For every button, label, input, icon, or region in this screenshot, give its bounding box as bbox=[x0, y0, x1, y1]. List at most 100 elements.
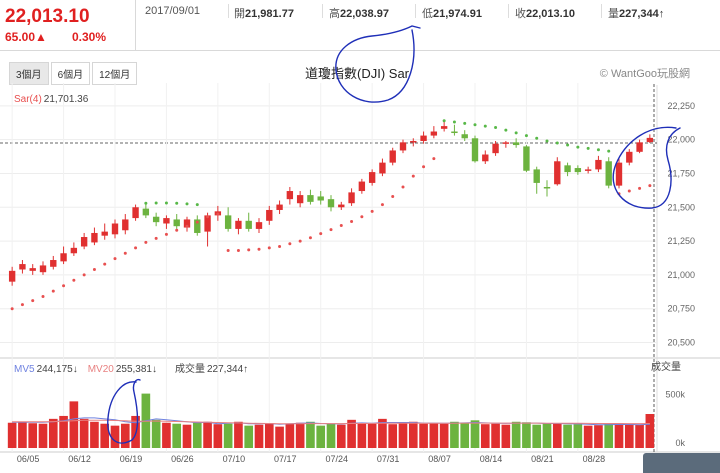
price-tick-label: 20,500 bbox=[667, 338, 695, 348]
volume-bar bbox=[398, 422, 408, 448]
volume-bar bbox=[306, 421, 315, 448]
hand-circle-volume-spike bbox=[107, 378, 141, 444]
volume-bar bbox=[172, 423, 182, 448]
candle-body bbox=[440, 126, 448, 129]
vol-legend-label: 成交量 bbox=[175, 362, 205, 375]
volume-bar bbox=[285, 423, 295, 448]
sar-dot bbox=[360, 215, 364, 219]
candle-body bbox=[636, 142, 643, 152]
mv5-label: MV5 bbox=[14, 364, 35, 375]
volume-bar bbox=[480, 424, 490, 448]
candle-body bbox=[19, 264, 26, 270]
sar-dot bbox=[596, 148, 600, 152]
low-stat: 低21,974.91 bbox=[422, 5, 482, 21]
volume-bar bbox=[367, 423, 377, 448]
scroll-control[interactable] bbox=[643, 453, 720, 473]
volume-label: 量 bbox=[608, 8, 619, 20]
candle-body bbox=[615, 162, 623, 186]
sar-dot bbox=[463, 121, 467, 125]
candle-body bbox=[399, 142, 407, 151]
candle-body bbox=[296, 195, 304, 204]
date-tick-label: 07/24 bbox=[325, 454, 348, 464]
sar-legend: Sar(4) 21,701.36 bbox=[14, 94, 89, 105]
candle-body bbox=[451, 131, 458, 134]
volume-bar bbox=[90, 421, 99, 448]
candle-body bbox=[512, 142, 520, 146]
sar-dot bbox=[350, 219, 354, 223]
volume-bar bbox=[69, 401, 79, 448]
sar-dot bbox=[308, 236, 312, 240]
candle-body bbox=[60, 253, 67, 262]
volume-bar bbox=[7, 422, 17, 448]
volume-bar bbox=[110, 425, 120, 448]
sar-dot bbox=[442, 119, 446, 123]
candle-body bbox=[111, 223, 119, 235]
quote-date: 2017/09/01 bbox=[145, 5, 201, 17]
volume-bar bbox=[501, 424, 511, 448]
candle-body bbox=[101, 231, 108, 236]
candle-body bbox=[194, 219, 201, 233]
volume-bar bbox=[316, 425, 326, 448]
tab-3-months[interactable]: 3個月 bbox=[9, 62, 49, 85]
volume-bar bbox=[563, 424, 572, 448]
sar-dot bbox=[247, 248, 251, 252]
candle-body bbox=[8, 270, 16, 282]
candle-body bbox=[235, 220, 242, 229]
divider bbox=[508, 4, 509, 18]
volume-bar bbox=[439, 423, 449, 448]
sar-dot bbox=[154, 201, 158, 205]
sar-legend-value: 21,701.36 bbox=[44, 94, 89, 105]
candle-body bbox=[317, 196, 324, 201]
candle-body bbox=[554, 161, 561, 185]
candle-body bbox=[91, 232, 98, 243]
candle-body bbox=[142, 208, 150, 216]
tab-6-months[interactable]: 6個月 bbox=[50, 62, 91, 85]
open-stat: 開21,981.77 bbox=[234, 5, 294, 21]
vol-legend-value: 227,344↑ bbox=[207, 364, 248, 375]
mv5-value: 244,175↓ bbox=[37, 364, 78, 375]
sar-dot bbox=[226, 249, 230, 253]
sar-dot bbox=[422, 165, 426, 169]
volume-bars bbox=[7, 393, 655, 448]
date-tick-label: 06/05 bbox=[17, 454, 40, 464]
sar-dot bbox=[216, 212, 220, 216]
price-tick-label: 22,000 bbox=[667, 135, 695, 145]
volume-bar bbox=[645, 414, 655, 448]
candle-body bbox=[276, 204, 283, 210]
volume-bar bbox=[254, 424, 264, 448]
volume-legend: MV5 244,175↓ MV20 255,381↓ 成交量 227,344↑ bbox=[14, 362, 248, 375]
divider bbox=[415, 4, 416, 18]
volume-bar bbox=[162, 422, 171, 448]
volume-bar bbox=[244, 425, 254, 448]
volume-tick-label: 0k bbox=[675, 438, 685, 448]
candle-body bbox=[389, 150, 396, 163]
candle-body bbox=[502, 142, 510, 144]
candle-body bbox=[152, 216, 160, 223]
quote-bar: 22,013.10 65.00▲ 0.30% 2017/09/01 開21,98… bbox=[0, 0, 720, 51]
sar-dot bbox=[164, 232, 168, 236]
high-stat: 高22,038.97 bbox=[329, 5, 389, 21]
range-tabs: 3個月 6個月 12個月 bbox=[9, 62, 139, 85]
candle-body bbox=[420, 135, 427, 141]
date-tick-label: 08/07 bbox=[428, 454, 451, 464]
volume-bar bbox=[470, 420, 480, 448]
candle-body bbox=[50, 260, 57, 267]
candle-body bbox=[70, 247, 78, 254]
open-value: 21,981.77 bbox=[245, 8, 294, 20]
candle-body bbox=[564, 165, 571, 173]
open-label: 開 bbox=[234, 8, 245, 20]
candle-body bbox=[183, 219, 191, 228]
price-change: 65.00▲ bbox=[5, 30, 47, 44]
candle-body bbox=[626, 151, 633, 163]
close-label: 收 bbox=[515, 8, 526, 20]
low-value: 21,974.91 bbox=[433, 8, 482, 20]
mv20-line bbox=[12, 419, 650, 425]
sar-dot bbox=[638, 186, 642, 190]
volume-bar bbox=[203, 421, 212, 448]
sar-dot bbox=[432, 157, 436, 161]
volume-bar bbox=[79, 418, 89, 448]
volume-bar bbox=[450, 421, 459, 448]
date-tick-label: 06/26 bbox=[171, 454, 194, 464]
volume-bar bbox=[573, 424, 583, 448]
